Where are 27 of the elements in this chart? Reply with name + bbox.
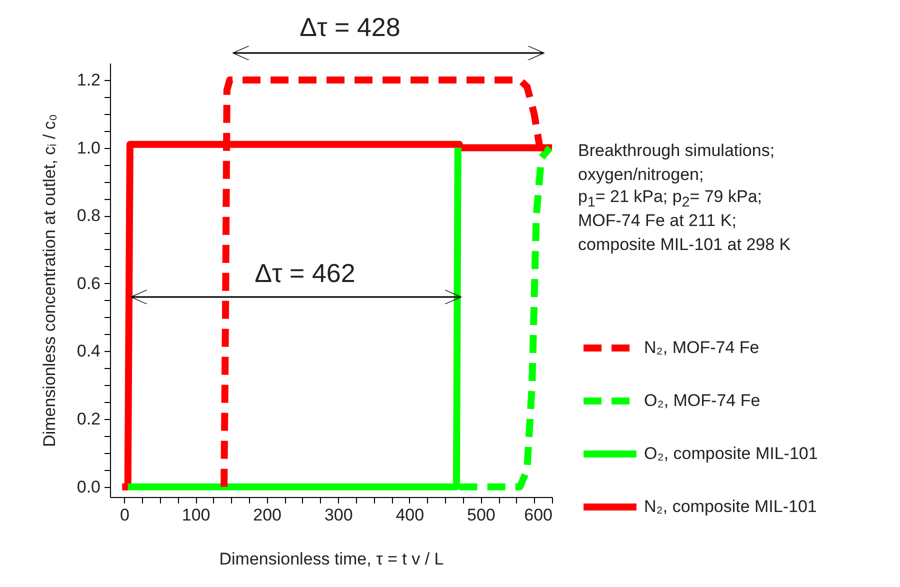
x-tick-label: 600: [524, 506, 552, 524]
text: composite MIL-101 at 298 K: [578, 235, 791, 254]
x-tick-label: 500: [467, 506, 496, 524]
x-tick-label: 300: [324, 506, 353, 524]
text: p$_{1}$= 21 kPa; p$_{2}$= 79 kPa;: [578, 187, 762, 210]
y-tick-label: 0.6: [76, 274, 100, 293]
legend-label: N₂, composite MIL-101: [644, 497, 817, 516]
text: Breakthrough simulations;: [578, 141, 775, 160]
y-tick-label: 0.0: [76, 477, 100, 496]
text: MOF-74 Fe at 211 K;: [578, 211, 736, 230]
y-tick-label: 1.0: [76, 138, 100, 158]
y-tick-label: 0.8: [76, 206, 100, 226]
y-tick-label: 1.2: [76, 70, 100, 90]
x-tick-label: 200: [253, 506, 282, 524]
x-tick-label: 0: [120, 506, 130, 524]
text: oxygen/nitrogen;: [578, 165, 704, 184]
legend-label: O₂, composite MIL-101: [644, 444, 818, 463]
annotation: Δτ = 462: [254, 258, 356, 288]
y-tick-label: 0.2: [76, 410, 100, 429]
legend-label: N₂, MOF-74 Fe: [644, 338, 760, 357]
x-tick-label: 100: [182, 506, 210, 524]
x-tick-label: 400: [396, 506, 424, 524]
y-axis-title: Dimensionless concentration at outlet, cᵢ / c₀: [40, 114, 59, 447]
x-axis-title: Dimensionless time, τ = t v / L: [219, 550, 444, 568]
legend-label: O₂, MOF-74 Fe: [644, 391, 760, 410]
text: Δτ = 428: [300, 12, 400, 42]
y-tick-label: 0.4: [76, 342, 100, 361]
